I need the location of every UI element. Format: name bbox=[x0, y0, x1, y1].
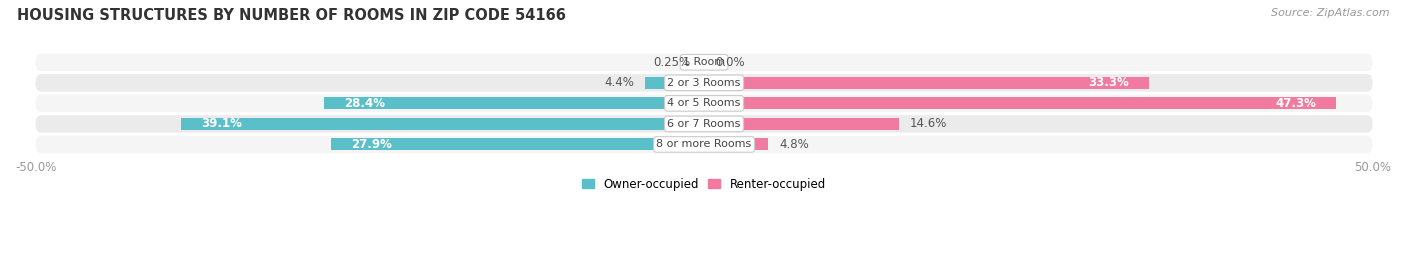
FancyBboxPatch shape bbox=[35, 54, 1372, 71]
Text: 27.9%: 27.9% bbox=[352, 138, 392, 151]
Text: 4 or 5 Rooms: 4 or 5 Rooms bbox=[668, 98, 741, 108]
Bar bbox=[704, 77, 1149, 89]
Text: 8 or more Rooms: 8 or more Rooms bbox=[657, 139, 752, 150]
Text: 28.4%: 28.4% bbox=[344, 97, 385, 110]
Text: 14.6%: 14.6% bbox=[910, 117, 948, 130]
FancyBboxPatch shape bbox=[35, 95, 1372, 112]
Text: 1 Room: 1 Room bbox=[683, 57, 725, 67]
FancyBboxPatch shape bbox=[35, 136, 1372, 153]
Text: 47.3%: 47.3% bbox=[1275, 97, 1316, 110]
Bar bbox=[700, 56, 704, 68]
Text: HOUSING STRUCTURES BY NUMBER OF ROOMS IN ZIP CODE 54166: HOUSING STRUCTURES BY NUMBER OF ROOMS IN… bbox=[17, 8, 565, 23]
Text: 39.1%: 39.1% bbox=[201, 117, 242, 130]
Text: Source: ZipAtlas.com: Source: ZipAtlas.com bbox=[1271, 8, 1389, 18]
Text: 0.25%: 0.25% bbox=[652, 56, 690, 69]
FancyBboxPatch shape bbox=[35, 74, 1372, 91]
Bar bbox=[704, 118, 900, 130]
Text: 0.0%: 0.0% bbox=[714, 56, 744, 69]
Text: 6 or 7 Rooms: 6 or 7 Rooms bbox=[668, 119, 741, 129]
Text: 4.4%: 4.4% bbox=[605, 76, 634, 89]
Text: 33.3%: 33.3% bbox=[1088, 76, 1129, 89]
Text: 2 or 3 Rooms: 2 or 3 Rooms bbox=[668, 78, 741, 88]
Text: 4.8%: 4.8% bbox=[779, 138, 808, 151]
Bar bbox=[704, 139, 768, 150]
Bar bbox=[704, 97, 1337, 109]
Bar bbox=[645, 77, 704, 89]
Bar bbox=[332, 139, 704, 150]
Bar bbox=[181, 118, 704, 130]
FancyBboxPatch shape bbox=[35, 115, 1372, 133]
Bar bbox=[325, 97, 704, 109]
Legend: Owner-occupied, Renter-occupied: Owner-occupied, Renter-occupied bbox=[578, 173, 831, 196]
